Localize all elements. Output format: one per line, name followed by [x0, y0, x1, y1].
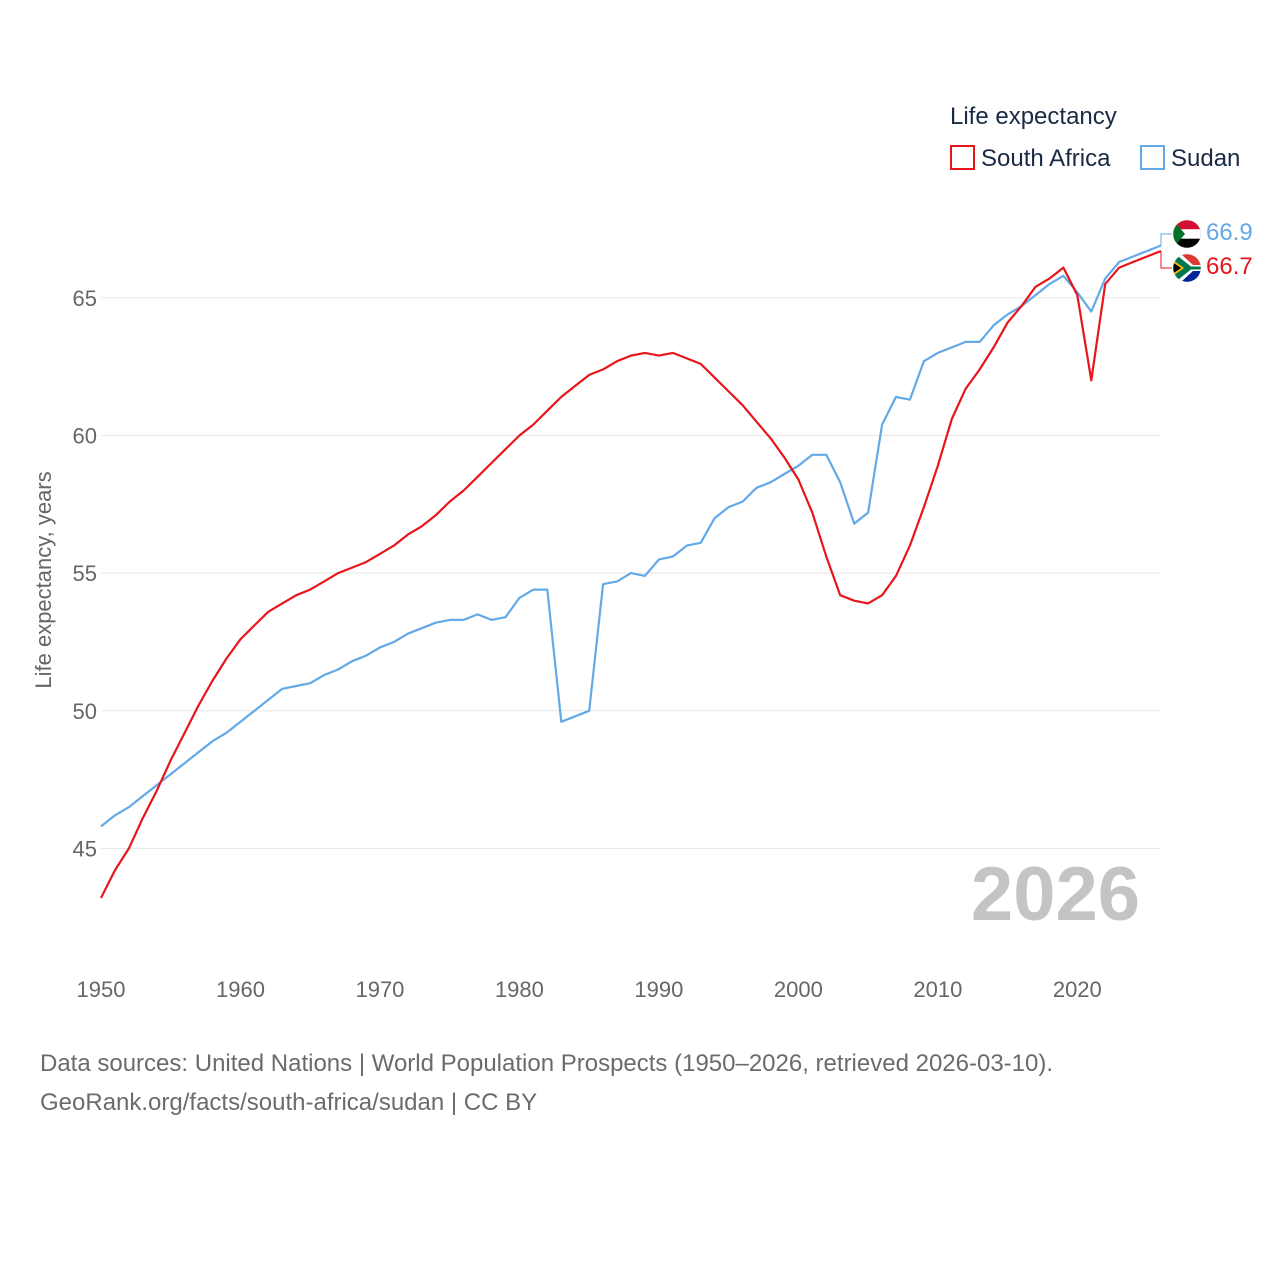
sudan-flag-icon	[1172, 219, 1202, 249]
series-line-south-africa	[100, 249, 1162, 899]
y-axis-ticks: 45 50 55 60 65	[73, 286, 97, 862]
end-labels: 66.9 66.7	[1160, 219, 1253, 283]
series-lines	[100, 244, 1162, 899]
year-watermark: 2026	[971, 852, 1140, 937]
legend: Life expectancy South Africa Sudan	[950, 103, 1240, 172]
y-tick-label: 50	[73, 699, 97, 724]
y-tick-label: 55	[73, 561, 97, 586]
line-chart: 45 50 55 60 65 1950 1960 1970 1980 1990 2000 2010 2…	[31, 103, 1253, 1002]
x-tick-label: 1960	[216, 977, 265, 1002]
x-tick-label: 1990	[634, 977, 683, 1002]
end-label-sudan: 66.9	[1206, 219, 1253, 246]
end-leader-sudan	[1160, 233, 1172, 246]
x-tick-label: 1980	[495, 977, 544, 1002]
x-axis-ticks: 1950 1960 1970 1980 1990 2000 2010 2020	[77, 977, 1102, 1002]
y-tick-label: 45	[73, 836, 97, 861]
legend-title: Life expectancy	[950, 103, 1117, 130]
source-line-2: GeoRank.org/facts/south-africa/sudan | C…	[40, 1089, 538, 1116]
y-tick-label: 60	[73, 423, 97, 448]
legend-label-sudan[interactable]: Sudan	[1171, 145, 1240, 172]
south-africa-flag-icon	[1172, 253, 1202, 283]
end-label-south-africa: 66.7	[1206, 253, 1253, 280]
x-tick-label: 1950	[77, 977, 126, 1002]
y-tick-label: 65	[73, 286, 97, 311]
source-line-1: Data sources: United Nations | World Pop…	[40, 1050, 1054, 1077]
x-tick-label: 1970	[355, 977, 404, 1002]
x-tick-label: 2000	[774, 977, 823, 1002]
x-tick-label: 2010	[913, 977, 962, 1002]
legend-swatch-south-africa	[950, 145, 975, 170]
x-tick-label: 2020	[1053, 977, 1102, 1002]
source-footer: Data sources: United Nations | World Pop…	[40, 1044, 1053, 1122]
y-axis-label: Life expectancy, years	[31, 471, 56, 688]
series-line-sudan	[100, 244, 1162, 828]
legend-label-south-africa[interactable]: South Africa	[981, 145, 1111, 172]
end-leader-south-africa	[1160, 251, 1172, 269]
legend-swatch-sudan	[1140, 145, 1165, 170]
